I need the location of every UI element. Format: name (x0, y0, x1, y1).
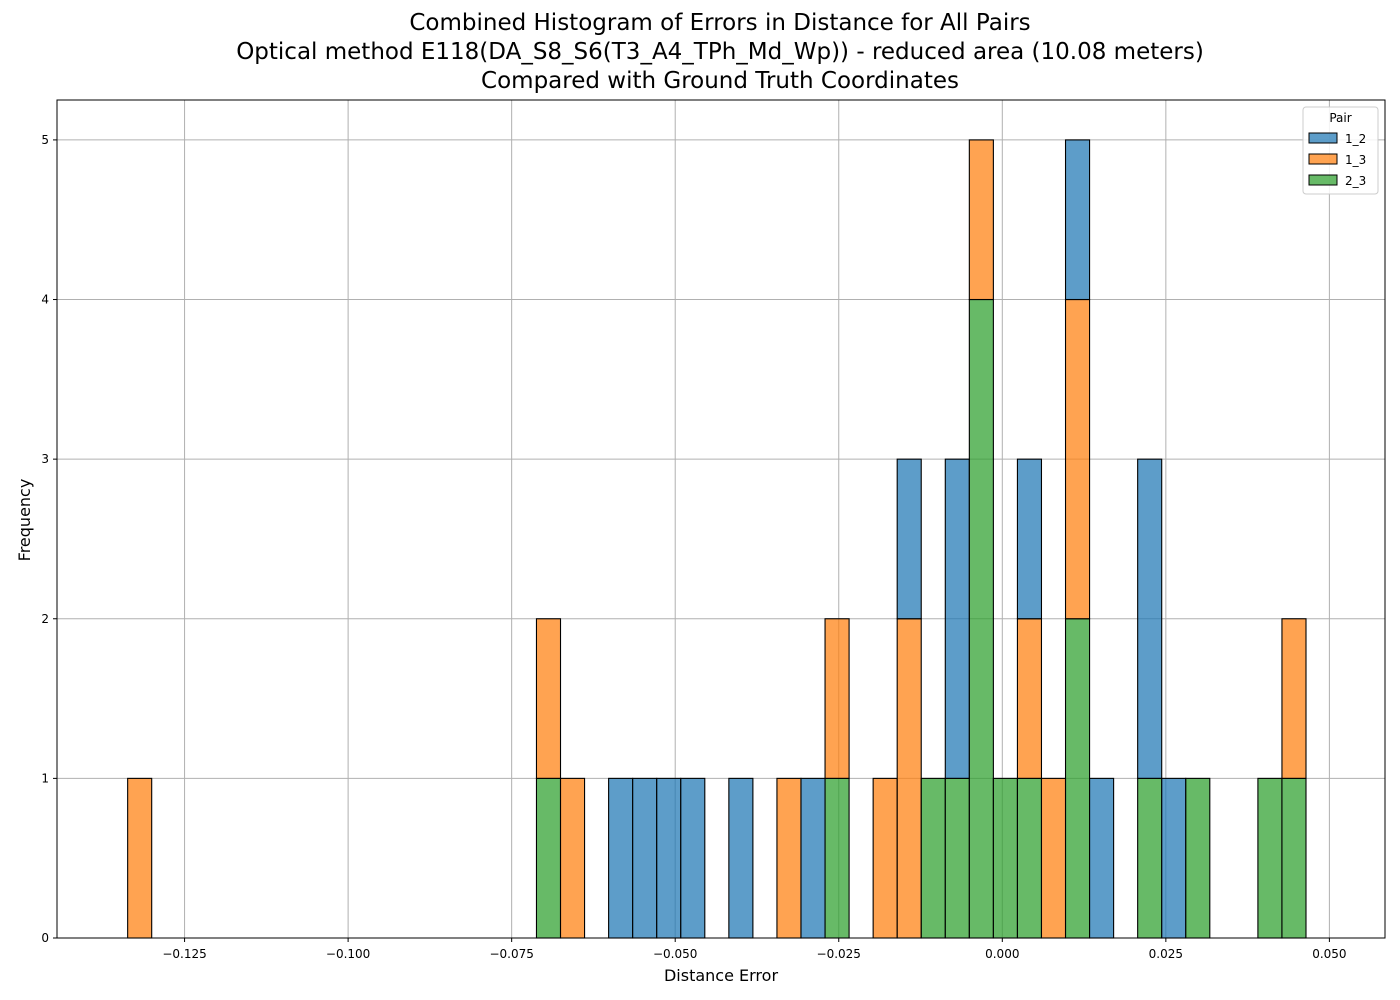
legend-title: Pair (1329, 111, 1351, 125)
legend-label-2_3: 2_3 (1345, 174, 1366, 188)
bar-1_3 (535, 618, 562, 779)
bar-1_3 (968, 139, 994, 301)
bar-2_3 (1016, 777, 1043, 939)
y-tick-label: 3 (41, 452, 49, 466)
bar-2_3 (1064, 618, 1091, 939)
bar-1_3 (1016, 618, 1043, 779)
legend-label-1_2: 1_2 (1345, 132, 1366, 146)
bar-2_3 (920, 777, 946, 939)
chart-title-line-1: Combined Histogram of Errors in Distance… (409, 10, 1031, 36)
bar-2_3 (1257, 777, 1283, 939)
bar-2_3 (824, 777, 850, 939)
x-axis-label: Distance Error (664, 966, 778, 985)
bar-1_3 (896, 618, 922, 939)
bar-1_2 (944, 458, 970, 779)
legend-swatch-1_2 (1308, 132, 1338, 144)
bar-2_3 (944, 777, 970, 939)
bar-2_3 (992, 777, 1018, 939)
y-tick-label: 5 (41, 133, 49, 147)
bar-1_3 (1040, 777, 1067, 939)
x-tick-label: −0.125 (162, 947, 206, 961)
plot-frame (56, 99, 1386, 939)
y-tick-label: 0 (41, 931, 49, 945)
bar-1_2 (608, 777, 634, 939)
x-tick-label: 0.025 (1149, 947, 1183, 961)
bar-1_2 (896, 458, 922, 620)
bar-1_2 (728, 777, 754, 939)
bar-1_2 (1137, 458, 1163, 779)
axis-ticks: −0.125 −0.100 −0.075 −0.050 −0.025 0.000 0.025… (41, 133, 1346, 961)
bar-2_3 (1281, 777, 1307, 939)
x-tick-label: −0.100 (326, 947, 370, 961)
legend-box (1302, 106, 1379, 195)
bar-1_2 (656, 777, 682, 939)
x-tick-label: −0.075 (489, 947, 533, 961)
bar-1_2 (680, 777, 706, 939)
y-tick-label: 4 (41, 293, 49, 307)
bar-2_3 (968, 298, 994, 939)
bar-1_3 (559, 777, 586, 939)
legend-swatch-2_3 (1308, 174, 1338, 186)
bar-1_2 (1016, 458, 1043, 620)
legend-swatch-1_3 (1308, 153, 1338, 165)
bar-2_3 (535, 777, 562, 939)
y-tick-label: 2 (41, 612, 49, 626)
bar-1_3 (776, 777, 802, 939)
y-tick-label: 1 (41, 771, 49, 785)
bar-1_2 (632, 777, 658, 939)
chart-title-line-2: Optical method E118(DA_S8_S6(T3_A4_TPh_M… (236, 39, 1204, 65)
bar-1_3 (872, 777, 898, 939)
y-axis-label: Frequency (15, 479, 34, 562)
histogram-bars (127, 139, 1307, 939)
x-tick-label: 0.050 (1312, 947, 1346, 961)
bar-2_3 (1185, 777, 1211, 939)
bar-2_3 (1137, 777, 1163, 939)
x-tick-label: 0.000 (985, 947, 1019, 961)
bar-1_3 (824, 618, 850, 779)
bar-1_2 (800, 777, 826, 939)
chart-title-line-3: Compared with Ground Truth Coordinates (481, 68, 959, 94)
bar-1_2 (1064, 139, 1091, 301)
bar-1_2 (1161, 777, 1187, 939)
x-tick-label: −0.025 (817, 947, 861, 961)
bar-1_3 (1064, 298, 1091, 620)
legend-label-1_3: 1_3 (1345, 153, 1366, 167)
bar-1_2 (1089, 777, 1115, 939)
bar-1_3 (127, 777, 153, 939)
legend: Pair 1_2 1_3 2_3 (1302, 106, 1379, 195)
x-tick-label: −0.050 (653, 947, 697, 961)
bar-1_3 (1281, 618, 1307, 779)
